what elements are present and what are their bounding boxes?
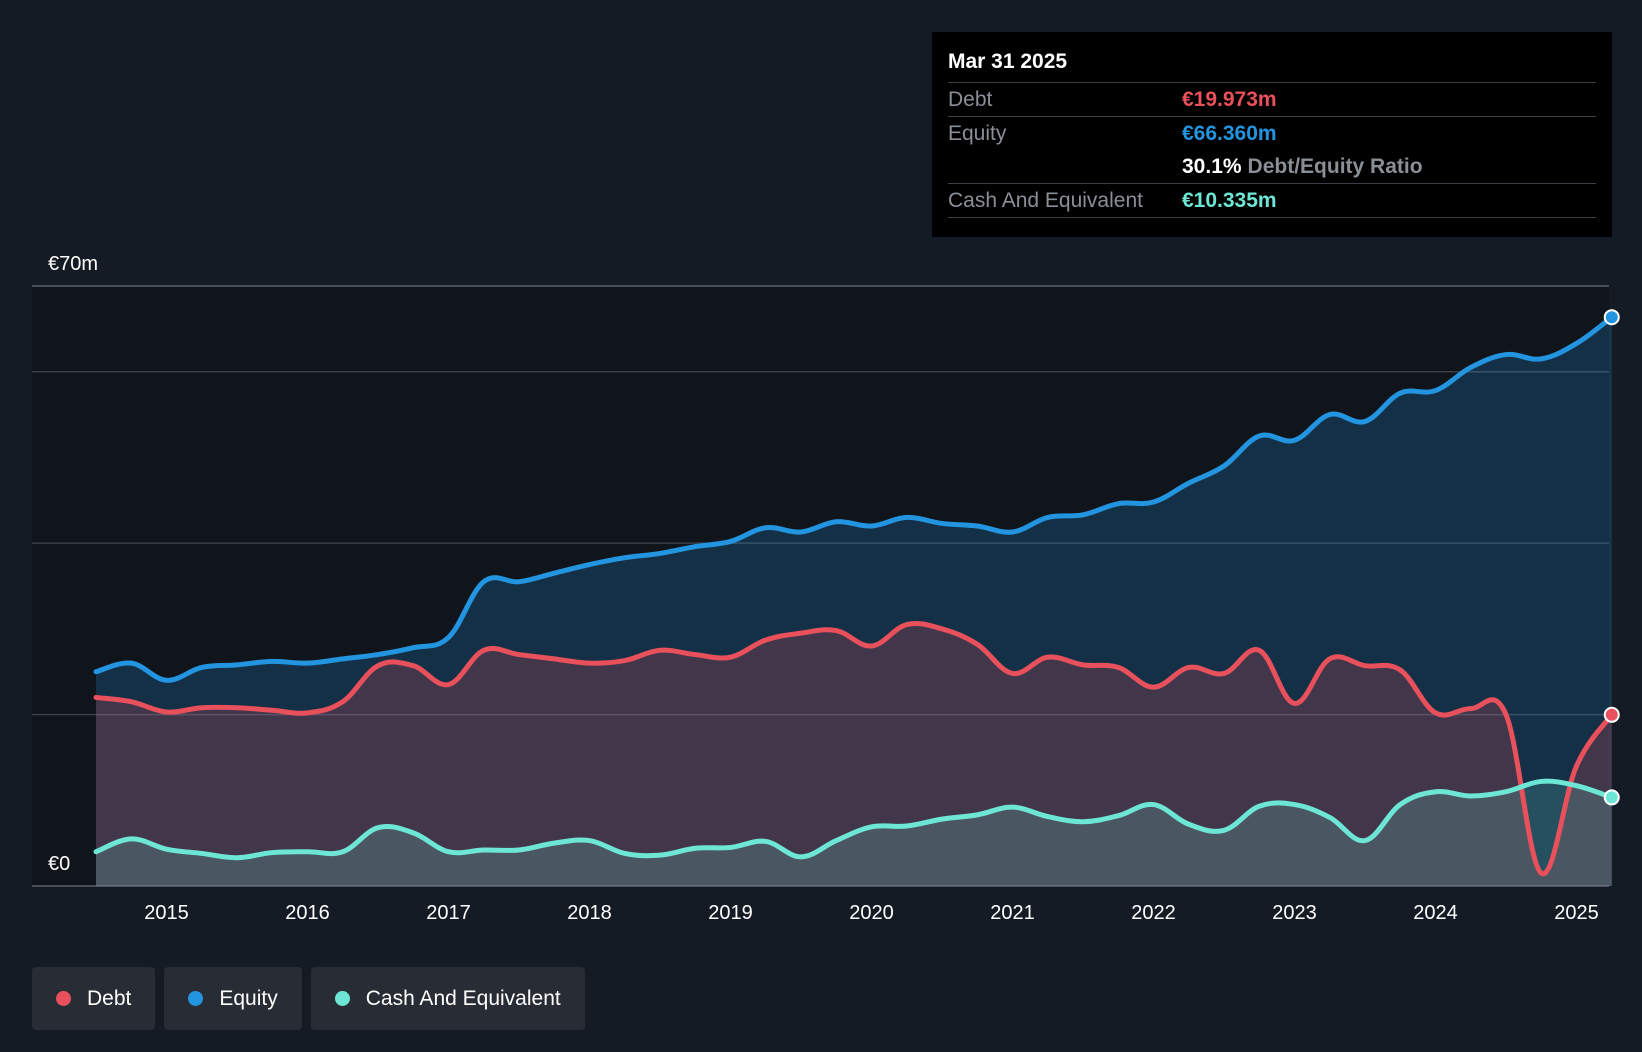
end-marker-equity — [1603, 309, 1620, 326]
end-marker-cash — [1603, 789, 1620, 806]
chart-legend: Debt Equity Cash And Equivalent — [32, 967, 585, 1030]
legend-item-cash[interactable]: Cash And Equivalent — [310, 967, 585, 1030]
line-debt — [93, 620, 1615, 877]
tooltip-ratio-value: 30.1% — [1182, 155, 1242, 178]
endpoint-markers — [1603, 309, 1620, 806]
legend-label-debt: Debt — [87, 986, 132, 1010]
x-tick-label-2024: 2024 — [1413, 902, 1458, 924]
x-tick-label-2020: 2020 — [849, 902, 894, 924]
x-axis-ticks: 2015 2016 2017 2018 2019 2020 2021 2022 2023 2024… — [144, 902, 1599, 924]
tooltip-equity-value: €66.360m — [1182, 122, 1277, 145]
series-lines — [93, 314, 1615, 877]
x-tick-label-2016: 2016 — [285, 902, 330, 924]
end-marker-debt — [1603, 706, 1620, 723]
legend-item-debt[interactable]: Debt — [32, 967, 156, 1030]
x-tick-label-2021: 2021 — [990, 902, 1035, 924]
legend-item-equity[interactable]: Equity — [164, 967, 302, 1030]
line-cash — [93, 778, 1615, 861]
line-equity — [93, 314, 1615, 683]
tooltip-row-cash: Cash And Equivalent €10.335m — [948, 183, 1596, 218]
tooltip-cash-value: €10.335m — [1182, 189, 1277, 212]
tooltip-debt-label: Debt — [948, 88, 993, 111]
legend-dot-equity-icon — [188, 991, 204, 1006]
data-tooltip: Mar 31 2025 Debt €19.973m Equity €66.360… — [932, 32, 1612, 237]
x-tick-label-2022: 2022 — [1131, 902, 1176, 924]
x-tick-label-2018: 2018 — [567, 902, 612, 924]
tooltip-row-debt: Debt €19.973m — [948, 82, 1596, 116]
tooltip-row-equity: Equity €66.360m — [948, 116, 1596, 150]
legend-label-cash: Cash And Equivalent — [365, 986, 561, 1010]
area-debt — [96, 623, 1612, 886]
tooltip-date: Mar 31 2025 — [948, 50, 1068, 73]
x-tick-label-2015: 2015 — [144, 902, 189, 924]
x-tick-label-2025: 2025 — [1554, 902, 1599, 924]
legend-label-equity: Equity — [219, 986, 278, 1010]
tooltip-cash-label: Cash And Equivalent — [948, 189, 1143, 212]
x-tick-label-2017: 2017 — [426, 902, 471, 924]
x-tick-label-2019: 2019 — [708, 902, 753, 924]
tooltip-row-ratio: 30.1% Debt/Equity Ratio — [948, 150, 1596, 183]
y-axis-min-label: €0 — [48, 853, 70, 875]
x-tick-label-2023: 2023 — [1272, 902, 1317, 924]
plot-background — [32, 286, 1609, 886]
tooltip-ratio-label: Debt/Equity Ratio — [1247, 155, 1423, 178]
tooltip-debt-value: €19.973m — [1182, 88, 1277, 111]
legend-dot-debt-icon — [56, 991, 71, 1006]
legend-dot-cash-icon — [334, 991, 350, 1006]
tooltip-equity-label: Equity — [948, 122, 1007, 145]
y-axis-max-label: €70m — [48, 253, 98, 275]
